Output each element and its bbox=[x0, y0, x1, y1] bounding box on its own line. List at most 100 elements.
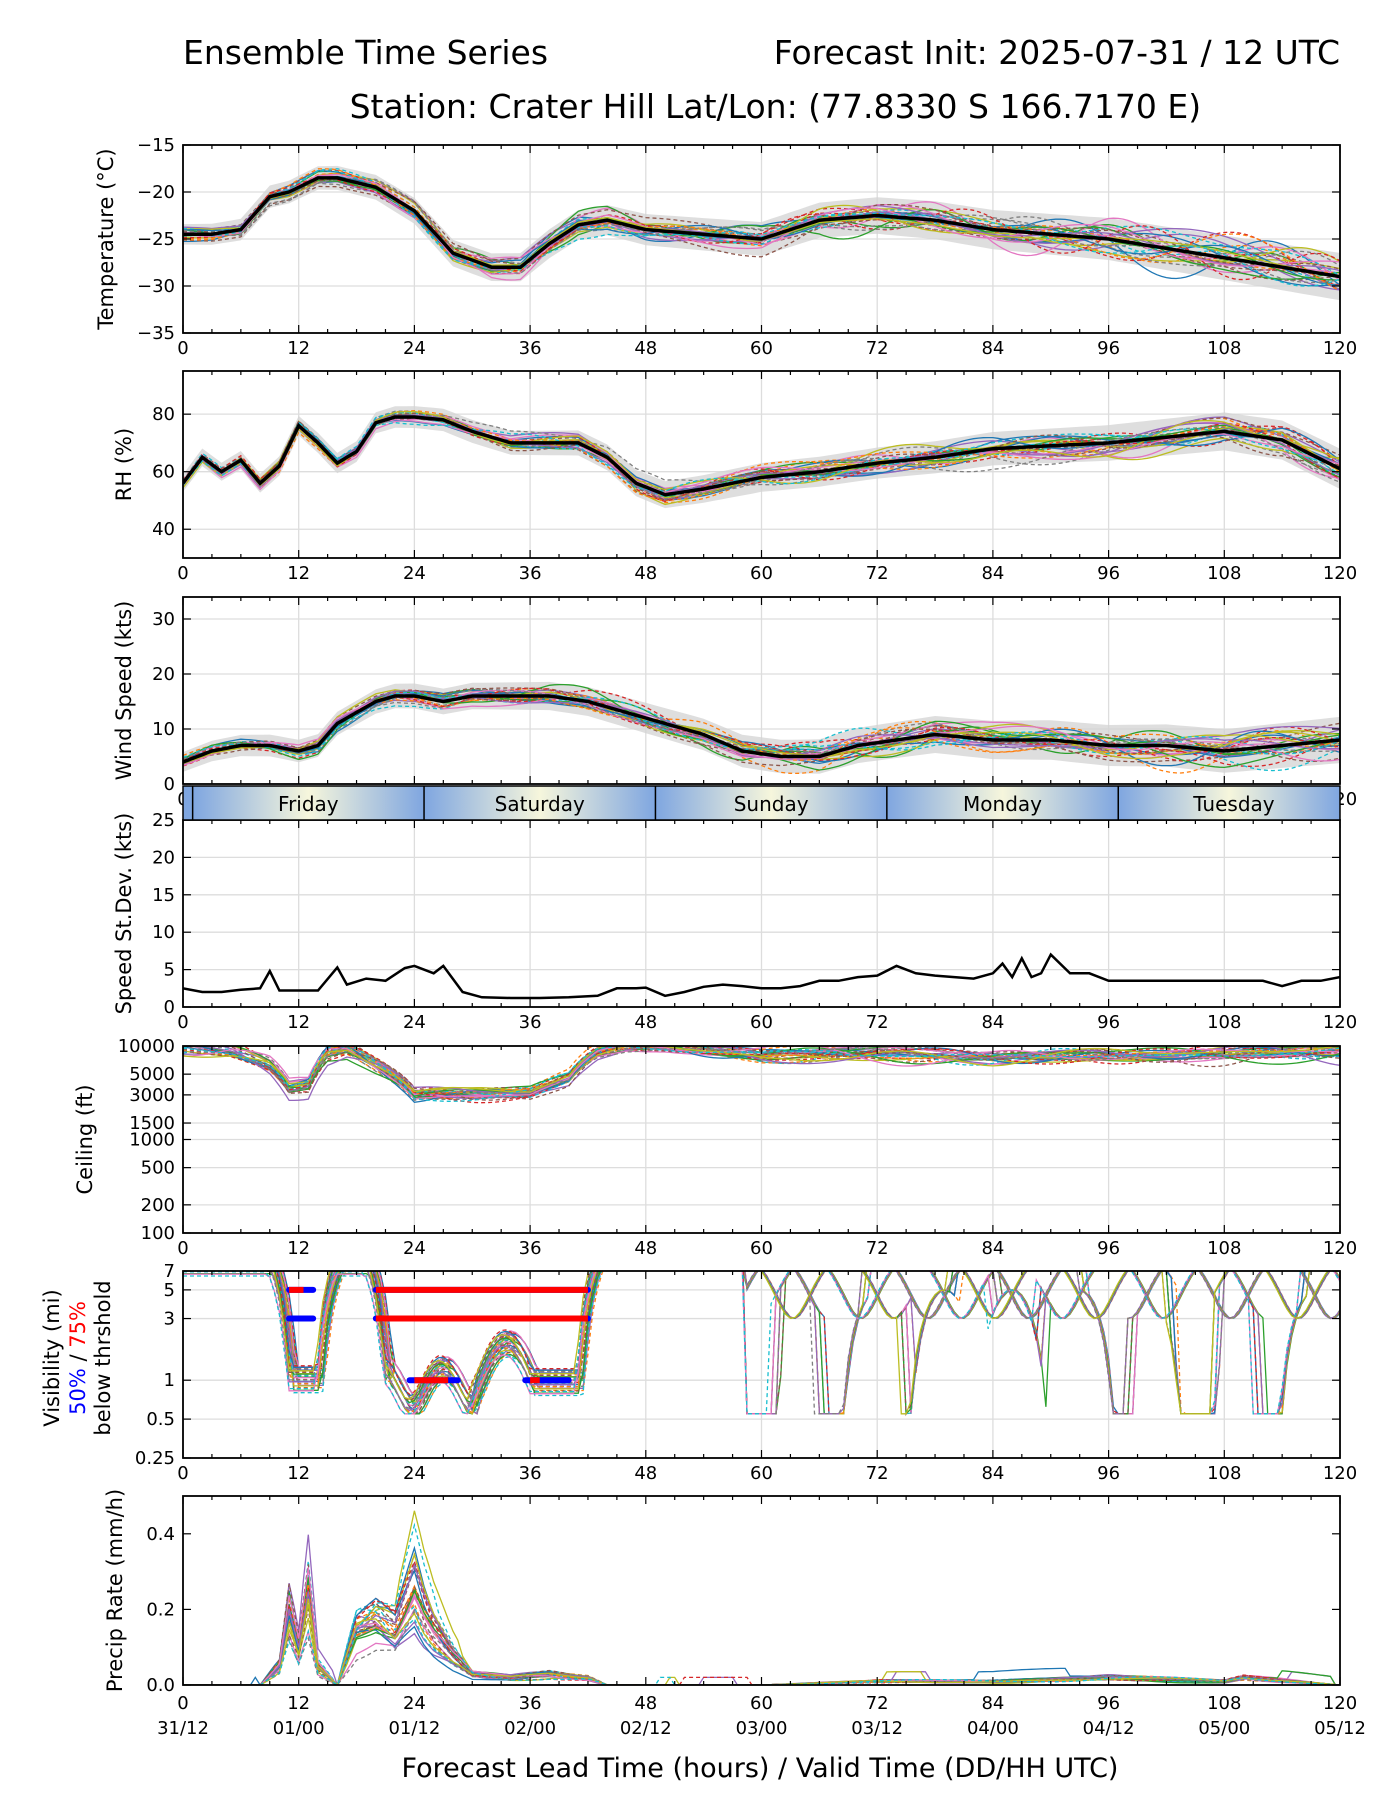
speed_stdev-xtick-label: 12 bbox=[287, 1012, 310, 1033]
precip_rate-member-line bbox=[183, 1581, 1340, 1685]
precip_rate-member-line bbox=[183, 1589, 1340, 1685]
bottom-valid-time-label: 04/00 bbox=[967, 1718, 1019, 1739]
ceiling-member-line bbox=[183, 1046, 1340, 1102]
ceiling-ylabel: Ceiling (ft) bbox=[73, 1084, 97, 1194]
ceiling-xtick-label: 0 bbox=[177, 1238, 188, 1259]
speed_stdev-xtick-label: 48 bbox=[634, 1012, 657, 1033]
ceiling-grid bbox=[182, 1045, 1341, 1234]
station-latlon: Lat/Lon: (77.8330 S 166.7170 E) bbox=[665, 87, 1201, 126]
visibility-xtick-label: 0 bbox=[177, 1463, 188, 1484]
visibility-label-slash: / bbox=[66, 1348, 90, 1368]
visibility-label-line2: 50% / 75% bbox=[66, 1301, 90, 1415]
relative_humidity-member-line bbox=[183, 412, 1340, 501]
precip_rate-member-line bbox=[183, 1510, 1340, 1685]
temperature-xtick-label: 0 bbox=[177, 338, 188, 359]
day-band-lead-segment bbox=[183, 786, 193, 820]
ceiling-xtick-label: 48 bbox=[634, 1238, 657, 1259]
bottom-valid-time-label: 05/12 bbox=[1314, 1718, 1366, 1739]
bottom-hour-tick-label: 36 bbox=[519, 1693, 542, 1714]
ceiling-xtick-label: 60 bbox=[750, 1238, 773, 1259]
relative_humidity-xtick-label: 120 bbox=[1323, 563, 1357, 584]
precip_rate-member-line bbox=[183, 1607, 1340, 1685]
temperature-ytick-label: −25 bbox=[137, 229, 175, 250]
wind_speed-ytick-label: 10 bbox=[152, 719, 175, 740]
ceiling-ytick-label: 200 bbox=[141, 1195, 175, 1216]
speed_stdev-grid bbox=[182, 819, 1341, 1008]
visibility-label-line1: Visibility (mi) bbox=[40, 1289, 64, 1426]
wind_speed-ytick-label: 20 bbox=[152, 664, 175, 685]
temperature-ytick-label: −15 bbox=[137, 135, 175, 156]
temperature-xtick-label: 72 bbox=[866, 338, 889, 359]
temperature-xtick-label: 96 bbox=[1097, 338, 1120, 359]
precip_rate-ytick-label: 0.4 bbox=[146, 1524, 175, 1545]
bottom-hour-tick-label: 108 bbox=[1207, 1693, 1241, 1714]
temperature-member-line bbox=[183, 177, 1340, 284]
speed_stdev-series-line-0 bbox=[183, 952, 1340, 1000]
bottom-hour-tick-label: 60 bbox=[750, 1693, 773, 1714]
speed_stdev-ytick-label: 5 bbox=[164, 960, 175, 981]
precip_rate-member-line bbox=[183, 1583, 1340, 1685]
speed_stdev-ytick-label: 10 bbox=[152, 922, 175, 943]
visibility-xtick-label: 108 bbox=[1207, 1463, 1241, 1484]
relative_humidity-xtick-label: 84 bbox=[981, 563, 1004, 584]
ceiling-member-line bbox=[183, 1046, 1340, 1093]
precip_rate-member-line bbox=[183, 1522, 1340, 1685]
ceiling-member-line bbox=[183, 1046, 1340, 1098]
ceiling-ytick-label: 3000 bbox=[129, 1085, 175, 1106]
visibility-ytick-label: 7 bbox=[164, 1261, 175, 1282]
ceiling-xtick-label: 120 bbox=[1323, 1238, 1357, 1259]
precip_rate-frame bbox=[182, 1495, 1341, 1686]
temperature-xtick-label: 120 bbox=[1323, 338, 1357, 359]
ceiling-xtick-label: 84 bbox=[981, 1238, 1004, 1259]
day-band-label: Friday bbox=[278, 792, 339, 816]
panel-precip_rate: 0.0 0.2 0.4 Precip Rate (mm/h) bbox=[103, 1489, 1341, 1696]
ceiling-xtick-label: 24 bbox=[403, 1238, 426, 1259]
speed_stdev-ytick-label: 0 bbox=[164, 997, 175, 1018]
speed_stdev-xtick-label: 24 bbox=[403, 1012, 426, 1033]
ceiling-xtick-label: 96 bbox=[1097, 1238, 1120, 1259]
visibility-ylabel: Visibility (mi) 50% / 75% below thrshold bbox=[40, 1280, 115, 1435]
bottom-hour-tick-label: 120 bbox=[1323, 1693, 1357, 1714]
ceiling-ytick-label: 500 bbox=[141, 1158, 175, 1179]
station-name: Station: Crater Hill bbox=[350, 87, 655, 126]
precip_rate-member-line bbox=[183, 1584, 1340, 1685]
precip_rate-ylabel: Precip Rate (mm/h) bbox=[103, 1489, 127, 1692]
day-band-label: Saturday bbox=[495, 792, 585, 816]
visibility-xtick-label: 72 bbox=[866, 1463, 889, 1484]
temperature-ytick-label: −20 bbox=[137, 182, 175, 203]
speed_stdev-ylabel: Speed St.Dev. (kts) bbox=[112, 813, 136, 1015]
day-band: Friday Saturday Sunday Monday Tuesday bbox=[182, 785, 1341, 821]
panel-relative_humidity: 0 12 24 36 48 60 72 84 96 108 120 40 60 80 RH (%) bbox=[112, 370, 1357, 584]
bottom-hour-tick-label: 96 bbox=[1097, 1693, 1120, 1714]
panel-ceiling: 0 12 24 36 48 60 72 84 96 108 120 100 200 500 10001500… bbox=[73, 1036, 1357, 1259]
visibility-label-line3: below thrshold bbox=[91, 1280, 115, 1435]
day-band-label: Tuesday bbox=[1192, 792, 1275, 816]
visibility-label-pct75: 75% bbox=[66, 1301, 90, 1348]
visibility-member-line bbox=[270, 1271, 1340, 1415]
bottom-valid-time-label: 31/12 bbox=[157, 1718, 209, 1739]
temperature-xtick-label: 108 bbox=[1207, 338, 1241, 359]
relative_humidity-xtick-label: 96 bbox=[1097, 563, 1120, 584]
precip_rate-ytick-label: 0.0 bbox=[146, 1675, 175, 1696]
relative_humidity-ytick-label: 40 bbox=[152, 519, 175, 540]
x-axis-label: Forecast Lead Time (hours) / Valid Time … bbox=[402, 1753, 1119, 1784]
bottom-hour-tick-label: 0 bbox=[177, 1693, 188, 1714]
temperature-xtick-label: 60 bbox=[750, 338, 773, 359]
panel-visibility: 0 12 24 36 48 60 72 84 96 108 120 0.25 0.5 1 3 57 bbox=[135, 1261, 1357, 1484]
title-left: Ensemble Time Series bbox=[183, 33, 548, 72]
day-band-segment bbox=[192, 786, 425, 820]
visibility-member-line bbox=[273, 1271, 1329, 1417]
day-band-segment bbox=[1118, 786, 1340, 820]
ceiling-xtick-label: 108 bbox=[1207, 1238, 1241, 1259]
temperature-plot-area bbox=[183, 165, 1340, 301]
relative_humidity-ytick-label: 60 bbox=[152, 462, 175, 483]
day-band-label: Monday bbox=[963, 792, 1042, 816]
temperature-member-line bbox=[183, 182, 1340, 277]
visibility-xtick-label: 96 bbox=[1097, 1463, 1120, 1484]
visibility-xtick-label: 24 bbox=[403, 1463, 426, 1484]
bottom-hour-tick-label: 48 bbox=[634, 1693, 657, 1714]
relative_humidity-xtick-label: 0 bbox=[177, 563, 188, 584]
wind_speed-member-line bbox=[183, 688, 1340, 760]
temperature-xtick-label: 24 bbox=[403, 338, 426, 359]
